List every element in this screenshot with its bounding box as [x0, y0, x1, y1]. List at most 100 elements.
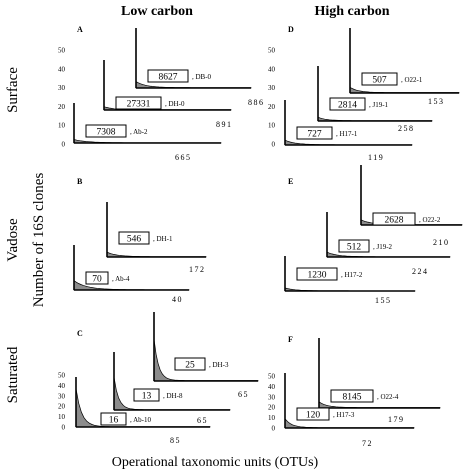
- site-label: , Ab-2: [130, 128, 148, 136]
- clone-count-box: [329, 97, 366, 111]
- clone-count-box: [115, 96, 162, 110]
- site-label: , DH-1: [153, 235, 173, 243]
- clone-count-label: 2814: [338, 101, 357, 111]
- panel-letter: A: [77, 25, 83, 34]
- series-h17-3: 120 , H17-3 72: [284, 373, 415, 448]
- rank-abundance-curve: [318, 401, 441, 409]
- clone-count-label: 16: [109, 416, 119, 426]
- y-tick-label: 50: [268, 373, 276, 381]
- total-otu-label: 886: [248, 98, 265, 107]
- series-h17-2: 1230 , H17-2 155: [284, 256, 416, 305]
- clone-count-label: 1230: [308, 271, 327, 281]
- series-j19-2: 512 , J19-2 224: [326, 212, 451, 276]
- column-title-high-carbon: High carbon: [314, 4, 389, 19]
- y-tick-label: 0: [272, 141, 276, 149]
- total-otu-label: 85: [170, 436, 181, 445]
- series-j19-1: 2814 , J19-1 258: [317, 66, 433, 133]
- site-label: , DH-3: [209, 361, 229, 369]
- total-otu-label: 210: [433, 238, 450, 247]
- y-tick-label: 0: [272, 425, 276, 433]
- y-tick-label: 40: [268, 383, 276, 391]
- clone-count-label: 546: [127, 235, 142, 245]
- clone-count-label: 507: [372, 76, 387, 86]
- y-tick-label: 0: [62, 141, 66, 149]
- site-label: , J19-1: [369, 101, 389, 109]
- y-tick-label: 50: [58, 47, 66, 55]
- y-axis-label: Number of 16S clones: [31, 173, 47, 308]
- clone-count-box: [372, 212, 416, 226]
- series-o22-4: 8145 , O22-4 179: [318, 338, 441, 424]
- site-label: , DH-8: [163, 392, 183, 400]
- y-tick-label: 10: [58, 122, 66, 130]
- clone-count-box: [330, 389, 374, 403]
- site-label: , J19-2: [373, 243, 393, 251]
- y-tick-label: 20: [58, 103, 66, 111]
- clone-count-box: [296, 267, 338, 281]
- y-tick-label: 50: [268, 47, 276, 55]
- clone-count-box: [100, 412, 127, 426]
- site-label: , H17-1: [336, 130, 358, 138]
- clone-count-box: [85, 124, 127, 138]
- total-otu-label: 65: [238, 390, 249, 399]
- clone-count-label: 13: [142, 392, 152, 402]
- y-tick-label: 30: [268, 84, 276, 92]
- site-label: , O22-2: [419, 216, 441, 224]
- clone-count-label: 512: [347, 243, 362, 253]
- rank-abundance-curve: [349, 86, 460, 94]
- clone-count-label: 27331: [127, 100, 151, 110]
- row-label-vadose: Vadose: [5, 218, 21, 262]
- y-tick-label: 20: [268, 103, 276, 111]
- y-tick-label: 40: [268, 65, 276, 73]
- clone-count-label: 2628: [385, 216, 404, 226]
- y-tick-label: 50: [58, 372, 66, 380]
- site-label: , H17-2: [341, 271, 363, 279]
- clone-count-box: [338, 239, 370, 253]
- y-tick-label: 30: [58, 84, 66, 92]
- series-ab-10: 16 , Ab-10 85: [75, 377, 211, 445]
- panel-letter: F: [288, 335, 293, 344]
- panel-letter: E: [288, 177, 293, 186]
- series-db-0: 8627 , DB-0 886: [135, 28, 265, 107]
- series-ab-4: 70 , Ab-4 40: [73, 245, 190, 304]
- clone-count-box: [296, 407, 330, 421]
- panel-b: B 546 , DH-1 172 70 , Ab-4 40: [73, 177, 207, 304]
- series-dh-3: 25 , DH-3 65: [153, 312, 259, 399]
- total-otu-label: 179: [388, 415, 405, 424]
- total-otu-label: 40: [172, 295, 183, 304]
- rank-abundance-curve: [135, 81, 252, 89]
- series-ab-2: 7308 , Ab-2 665: [73, 103, 222, 162]
- y-tick-label: 10: [268, 414, 276, 422]
- total-otu-label: 224: [412, 267, 429, 276]
- site-label: , O22-1: [401, 76, 423, 84]
- site-label: , H17-3: [333, 411, 355, 419]
- clone-count-box: [147, 69, 189, 83]
- series-o22-1: 507 , O22-1 153: [349, 28, 460, 106]
- total-otu-label: 891: [216, 120, 233, 129]
- series-dh-8: 13 , DH-8 65: [113, 352, 231, 425]
- y-tick-label: 30: [58, 392, 66, 400]
- clone-count-label: 7308: [97, 128, 116, 138]
- total-otu-label: 665: [175, 153, 192, 162]
- total-otu-label: 155: [375, 296, 392, 305]
- site-label: , Ab-10: [130, 416, 152, 424]
- x-axis-label: Operational taxonomic units (OTUs): [112, 455, 319, 470]
- clone-count-label: 8145: [343, 393, 362, 403]
- y-tick-label: 0: [62, 424, 66, 432]
- clone-count-box: [296, 126, 333, 140]
- clone-count-box: [174, 357, 206, 371]
- y-tick-label: 40: [58, 65, 66, 73]
- total-otu-label: 72: [362, 439, 373, 448]
- y-tick-label: 40: [58, 382, 66, 390]
- panel-c: C 0 10 20 30 40 50 25 , DH-3 65 13 , DH-8 65 16 , Ab-1…: [58, 312, 259, 445]
- panel-f: F 0 10 20 30 40 50 8145 , O22-4 179 120 , H17-3 72: [268, 335, 441, 448]
- row-label-saturated: Saturated: [5, 346, 21, 403]
- site-label: , DB-0: [192, 73, 212, 81]
- column-title-low-carbon: Low carbon: [121, 4, 193, 19]
- panel-letter: D: [288, 25, 294, 34]
- panel-letter: B: [77, 177, 83, 186]
- clone-count-label: 70: [92, 275, 102, 285]
- total-otu-label: 65: [197, 416, 208, 425]
